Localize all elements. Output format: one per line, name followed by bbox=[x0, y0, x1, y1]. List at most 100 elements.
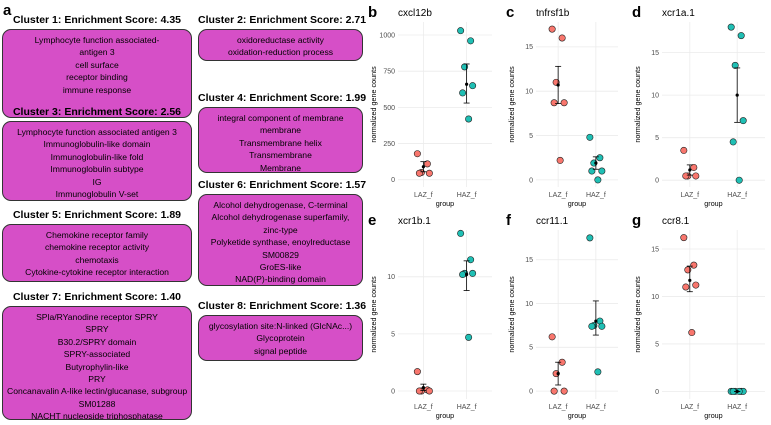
cluster-term: chemokine receptor activity bbox=[44, 242, 150, 253]
mean-point bbox=[556, 372, 560, 376]
x-tick-label: LAZ_f bbox=[549, 192, 568, 199]
cluster-term: glycosylation site:N-linked (GlcNAc...) bbox=[208, 321, 353, 331]
cluster-8: Cluster 8: Enrichment Score: 1.36 glycosy… bbox=[198, 300, 366, 361]
cluster-term-box: oxidoreductase activity oxidation-reducti… bbox=[198, 29, 363, 61]
plot-panel-g: g ccr8.1 0 5 10 15 LAZ_f HAZ_f group normalized g… bbox=[630, 208, 771, 425]
y-tick-label: 1000 bbox=[379, 32, 395, 39]
y-axis-label: normalized gene counts bbox=[369, 66, 378, 143]
cluster-term: Transmembrane helix bbox=[239, 137, 322, 148]
cluster-term: receptor binding bbox=[66, 72, 128, 83]
cluster-term: B30.2/SPRY domain bbox=[57, 336, 137, 347]
mean-point bbox=[465, 82, 469, 86]
y-tick-label: 0 bbox=[529, 177, 533, 184]
data-point-haz_f bbox=[598, 167, 606, 175]
y-tick-label: 5 bbox=[655, 135, 659, 142]
data-point-laz_f bbox=[558, 34, 566, 42]
data-point-laz_f bbox=[550, 387, 558, 395]
cluster-6: Cluster 6: Enrichment Score: 1.57 Alcohol… bbox=[198, 179, 367, 286]
mean-point bbox=[688, 278, 692, 282]
data-point-laz_f bbox=[425, 169, 433, 177]
cluster-term: Glycoprotein bbox=[256, 333, 305, 344]
panel-letter-f: f bbox=[506, 212, 512, 229]
data-point-haz_f bbox=[588, 167, 596, 175]
data-point-laz_f bbox=[692, 281, 700, 289]
cluster-term: Immunoglobulin subtype bbox=[50, 164, 144, 175]
x-axis-label: group bbox=[704, 199, 722, 208]
data-point-haz_f bbox=[731, 61, 739, 69]
cluster-term: Transmembrane bbox=[249, 150, 312, 161]
cluster-3: Cluster 3: Enrichment Score: 2.56 Lymphoc… bbox=[2, 106, 192, 201]
y-axis-label: normalized gene counts bbox=[369, 276, 378, 353]
cluster-term: Immunoglobulin V-set bbox=[55, 189, 139, 200]
x-tick-label: HAZ_f bbox=[586, 192, 606, 199]
cluster-title: Cluster 2: Enrichment Score: 2.71 bbox=[198, 14, 367, 26]
y-axis-label: normalized gene counts bbox=[507, 66, 516, 143]
data-point-laz_f bbox=[682, 172, 690, 180]
plot-panel-b: b cxcl12b 0 250 500 750 1000 LAZ_f HAZ_f group nor… bbox=[366, 0, 498, 213]
cluster-term: SPRY-associated bbox=[63, 349, 131, 360]
cluster-title: Cluster 6: Enrichment Score: 1.57 bbox=[198, 179, 367, 191]
y-tick-label: 0 bbox=[391, 177, 395, 184]
cluster-term-box: Alcohol dehydrogenase, C-terminal Alcohol… bbox=[198, 194, 363, 286]
cluster-title: Cluster 3: Enrichment Score: 2.56 bbox=[12, 106, 182, 118]
data-point-haz_f bbox=[467, 37, 475, 45]
data-point-laz_f bbox=[550, 99, 558, 107]
y-tick-label: 0 bbox=[391, 388, 395, 395]
y-tick-label: 15 bbox=[525, 257, 533, 264]
x-tick-label: HAZ_f bbox=[727, 404, 747, 411]
cluster-term: Butyrophylin-like bbox=[65, 361, 129, 372]
cluster-term: Alcohol dehydrogenase, C-terminal bbox=[213, 200, 348, 210]
data-point-haz_f bbox=[469, 82, 477, 90]
data-point-laz_f bbox=[680, 146, 688, 154]
data-point-haz_f bbox=[586, 133, 594, 141]
data-point-haz_f bbox=[729, 138, 737, 146]
y-tick-label: 15 bbox=[651, 50, 659, 57]
cluster-term: SM01288 bbox=[78, 398, 116, 409]
data-point-haz_f bbox=[459, 271, 467, 279]
data-point-haz_f bbox=[459, 89, 467, 97]
x-axis-label: group bbox=[568, 411, 586, 420]
plot-panel-c: c tnfrsf1b 0 5 10 15 LAZ_f HAZ_f group normalized… bbox=[504, 0, 624, 213]
x-axis-label: group bbox=[436, 411, 454, 420]
cluster-4: Cluster 4: Enrichment Score: 1.99 integra… bbox=[198, 92, 366, 173]
y-tick-label: 500 bbox=[383, 105, 395, 112]
x-tick-label: LAZ_f bbox=[680, 192, 699, 199]
mean-point bbox=[556, 83, 560, 87]
cluster-term: signal peptide bbox=[253, 345, 308, 356]
cluster-term: oxidoreductase activity bbox=[237, 35, 324, 45]
cluster-term: PRY bbox=[88, 374, 106, 385]
x-tick-label: HAZ_f bbox=[457, 192, 477, 199]
cluster-5: Cluster 5: Enrichment Score: 1.89 Chemoki… bbox=[2, 209, 192, 282]
data-point-haz_f bbox=[465, 333, 473, 341]
data-point-haz_f bbox=[735, 176, 743, 184]
data-point-laz_f bbox=[684, 266, 692, 274]
cluster-term: Concanavalin A-like lectin/glucanase, su… bbox=[7, 386, 188, 397]
panel-letter-c: c bbox=[506, 4, 514, 21]
cluster-term: Polyketide synthase, enoylreductase bbox=[210, 237, 351, 248]
cluster-term: oxidation-reduction process bbox=[227, 47, 334, 58]
cluster-term: Lymphocyte function associated antigen 3 bbox=[17, 127, 177, 137]
y-tick-label: 5 bbox=[391, 331, 395, 338]
cluster-term: integral component of membrane bbox=[217, 113, 344, 123]
cluster-title: Cluster 7: Enrichment Score: 1.40 bbox=[12, 291, 182, 303]
plot-panel-f: f ccr11.1 0 5 10 15 LAZ_f HAZ_f group normalized … bbox=[504, 208, 624, 425]
cluster-term: zinc-type bbox=[263, 224, 298, 235]
data-point-laz_f bbox=[688, 329, 696, 337]
cluster-title: Cluster 1: Enrichment Score: 4.35 bbox=[12, 14, 182, 26]
data-point-haz_f bbox=[465, 115, 473, 123]
x-axis-label: group bbox=[704, 411, 722, 420]
data-point-haz_f bbox=[727, 23, 735, 31]
data-point-haz_f bbox=[737, 32, 745, 40]
y-tick-label: 10 bbox=[651, 294, 659, 301]
gene-title: ccr11.1 bbox=[536, 216, 568, 227]
data-point-laz_f bbox=[413, 150, 421, 158]
data-point-laz_f bbox=[548, 25, 556, 33]
cluster-term: Chemokine receptor family bbox=[45, 230, 149, 240]
cluster-7: Cluster 7: Enrichment Score: 1.40 SPla/RY… bbox=[2, 291, 192, 420]
gene-title: cxcl12b bbox=[398, 8, 432, 19]
mean-point bbox=[465, 272, 469, 277]
x-tick-label: LAZ_f bbox=[549, 404, 568, 411]
data-point-laz_f bbox=[560, 387, 568, 395]
